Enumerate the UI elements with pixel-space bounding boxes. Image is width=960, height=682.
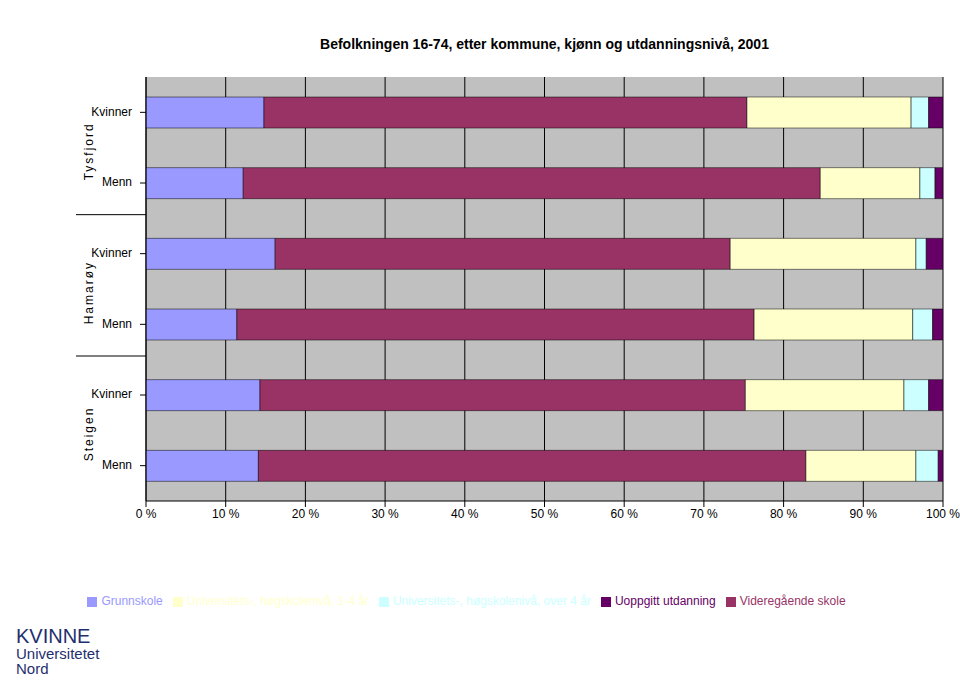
svg-text:Kvinner: Kvinner <box>91 387 132 401</box>
svg-text:0 %: 0 % <box>136 507 157 521</box>
html-text:Universitets-, høgskolenivå, o: Universitets-, høgskolenivå, over 4 år <box>392 594 591 608</box>
svg-text:100 %: 100 % <box>926 507 952 521</box>
svg-text:Menn: Menn <box>102 317 132 331</box>
svg-text:Tysfjord: Tysfjord <box>82 122 96 180</box>
html-text:Nord: Nord <box>16 660 49 677</box>
svg-text:60 %: 60 % <box>611 507 639 521</box>
html-text:Befolkningen 16-74, etter komm: Befolkningen 16-74, etter kommune, kjønn… <box>320 36 769 52</box>
html-text:Uoppgitt utdanning: Uoppgitt utdanning <box>615 594 716 608</box>
svg-text:90 %: 90 % <box>850 507 878 521</box>
html-text:Grunnskole: Grunnskole <box>101 594 163 608</box>
html-text:Videregående skole: Videregående skole <box>739 594 846 608</box>
svg-text:Kvinner: Kvinner <box>91 246 132 260</box>
html-text:Universitets-, høgskolenivå, 1: Universitets-, høgskolenivå, 1-4 år <box>186 594 369 608</box>
html-text:Universitetet: Universitetet <box>16 645 100 662</box>
svg-text:20 %: 20 % <box>292 507 320 521</box>
svg-text:30 %: 30 % <box>371 507 399 521</box>
svg-text:Steigen: Steigen <box>82 407 96 462</box>
svg-text:10 %: 10 % <box>212 507 240 521</box>
svg-text:80 %: 80 % <box>770 507 798 521</box>
svg-text:Menn: Menn <box>102 175 132 189</box>
svg-text:70 %: 70 % <box>690 507 718 521</box>
svg-text:Kvinner: Kvinner <box>91 105 132 119</box>
svg-text:Menn: Menn <box>102 458 132 472</box>
svg-text:40 %: 40 % <box>451 507 479 521</box>
svg-text:50 %: 50 % <box>531 507 559 521</box>
html-text:KVINNE: KVINNE <box>16 625 91 647</box>
svg-text:Hamarøy: Hamarøy <box>82 261 96 324</box>
